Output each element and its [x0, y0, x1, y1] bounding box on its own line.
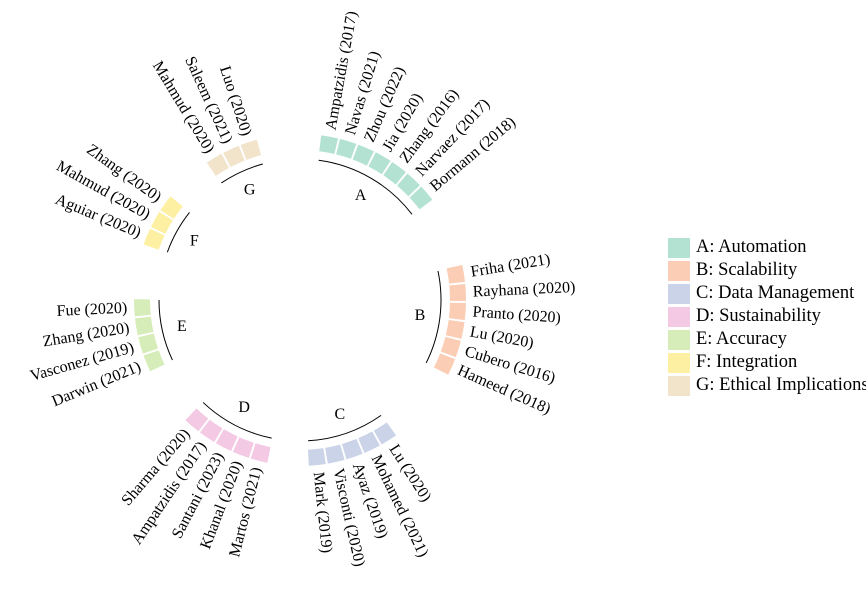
group-d: Martos (2021)Khanal (2020)Santani (2023)… [118, 399, 272, 559]
legend-swatch-g [668, 375, 690, 396]
segment-c-2 [358, 431, 380, 453]
segment-g-3 [240, 139, 262, 160]
group-letter: F [190, 233, 199, 250]
groups-layer: Ampatzidis (2017)Navas (2021)Zhou (2022)… [28, 10, 575, 568]
legend: A: Automation B: Scalability C: Data Man… [668, 236, 866, 397]
legend-label-f: F: Integration [696, 352, 798, 372]
legend-item-b: B: Scalability [668, 259, 866, 282]
segment-d-5 [185, 408, 209, 432]
segment-g-1 [206, 153, 230, 176]
author-label: Fue (2020) [56, 300, 127, 320]
legend-label-d: D: Sustainability [696, 306, 821, 326]
legend-swatch-a [668, 237, 690, 258]
segment-a-4 [368, 152, 391, 175]
legend-item-f: F: Integration [668, 351, 866, 374]
segment-a-2 [336, 138, 357, 159]
legend-item-a: A: Automation [668, 236, 866, 259]
author-label: Friha (2021) [469, 251, 551, 281]
author-label: Mark (2019) [310, 471, 335, 554]
segment-a-6 [397, 173, 420, 197]
group-g: Mahmud (2020)Saleem (2021)Luo (2020)G [149, 54, 263, 198]
legend-item-g: G: Ethical Implications [668, 374, 866, 397]
group-bracket [202, 402, 272, 439]
segment-d-3 [215, 429, 238, 451]
group-letter: G [244, 181, 256, 198]
segment-d-2 [232, 437, 254, 458]
segment-b-5 [440, 336, 461, 358]
author-label: Rayhana (2020) [472, 279, 575, 301]
group-f: Aguiar (2020)Mahmud (2020)Zhang (2020)F [53, 141, 199, 253]
legend-swatch-f [668, 352, 690, 373]
segment-c-1 [373, 422, 397, 445]
group-letter: D [238, 399, 250, 416]
group-bracket [166, 212, 190, 253]
group-letter: A [355, 187, 367, 204]
group-bracket [318, 159, 413, 215]
group-bracket [425, 270, 442, 364]
segment-e-4 [134, 299, 151, 317]
group-letter: C [334, 406, 345, 423]
legend-swatch-e [668, 329, 690, 350]
segment-f-1 [143, 228, 165, 250]
segment-f-3 [160, 196, 183, 219]
segment-a-7 [409, 186, 433, 210]
legend-label-e: E: Accuracy [696, 329, 787, 349]
segment-b-4 [445, 319, 465, 339]
legend-swatch-c [668, 283, 690, 304]
legend-label-a: A: Automation [696, 237, 807, 257]
segment-e-3 [135, 316, 154, 336]
group-letter: B [415, 307, 426, 324]
group-a: Ampatzidis (2017)Navas (2021)Zhou (2022)… [318, 10, 519, 215]
group-bracket [308, 414, 382, 442]
legend-label-b: B: Scalability [696, 260, 798, 280]
segment-b-6 [433, 353, 456, 375]
segment-b-1 [446, 265, 466, 284]
author-label: Pranto (2020) [472, 304, 561, 327]
legend-item-d: D: Sustainability [668, 305, 866, 328]
legend-item-e: E: Accuracy [668, 328, 866, 351]
legend-label-c: C: Data Management [696, 283, 855, 303]
legend-label-g: G: Ethical Implications [696, 375, 866, 395]
legend-swatch-d [668, 306, 690, 327]
group-c: Lu (2020)Mohamed (2021)Ayaz (2019)Viscon… [307, 406, 434, 568]
segment-f-2 [150, 211, 173, 234]
segment-b-3 [448, 302, 466, 321]
segment-d-4 [199, 419, 223, 443]
group-e: Darwin (2021)Vasconez (2019)Zhang (2020)… [28, 299, 187, 410]
segment-b-2 [449, 283, 467, 302]
segment-e-1 [143, 350, 165, 372]
group-bracket [158, 299, 173, 361]
segment-e-2 [138, 333, 159, 354]
group-b: Friha (2021)Rayhana (2020)Pranto (2020)L… [415, 251, 576, 418]
segment-a-5 [383, 161, 406, 185]
segment-c-3 [341, 438, 363, 460]
legend-swatch-b [668, 260, 690, 281]
segment-g-2 [223, 145, 245, 168]
group-bracket [221, 163, 263, 184]
group-letter: E [177, 318, 187, 335]
segment-c-4 [325, 444, 345, 464]
segment-a-1 [319, 135, 339, 154]
segment-a-3 [352, 144, 374, 166]
segment-c-5 [307, 448, 326, 466]
legend-item-c: C: Data Management [668, 282, 866, 305]
segment-d-1 [250, 443, 271, 463]
